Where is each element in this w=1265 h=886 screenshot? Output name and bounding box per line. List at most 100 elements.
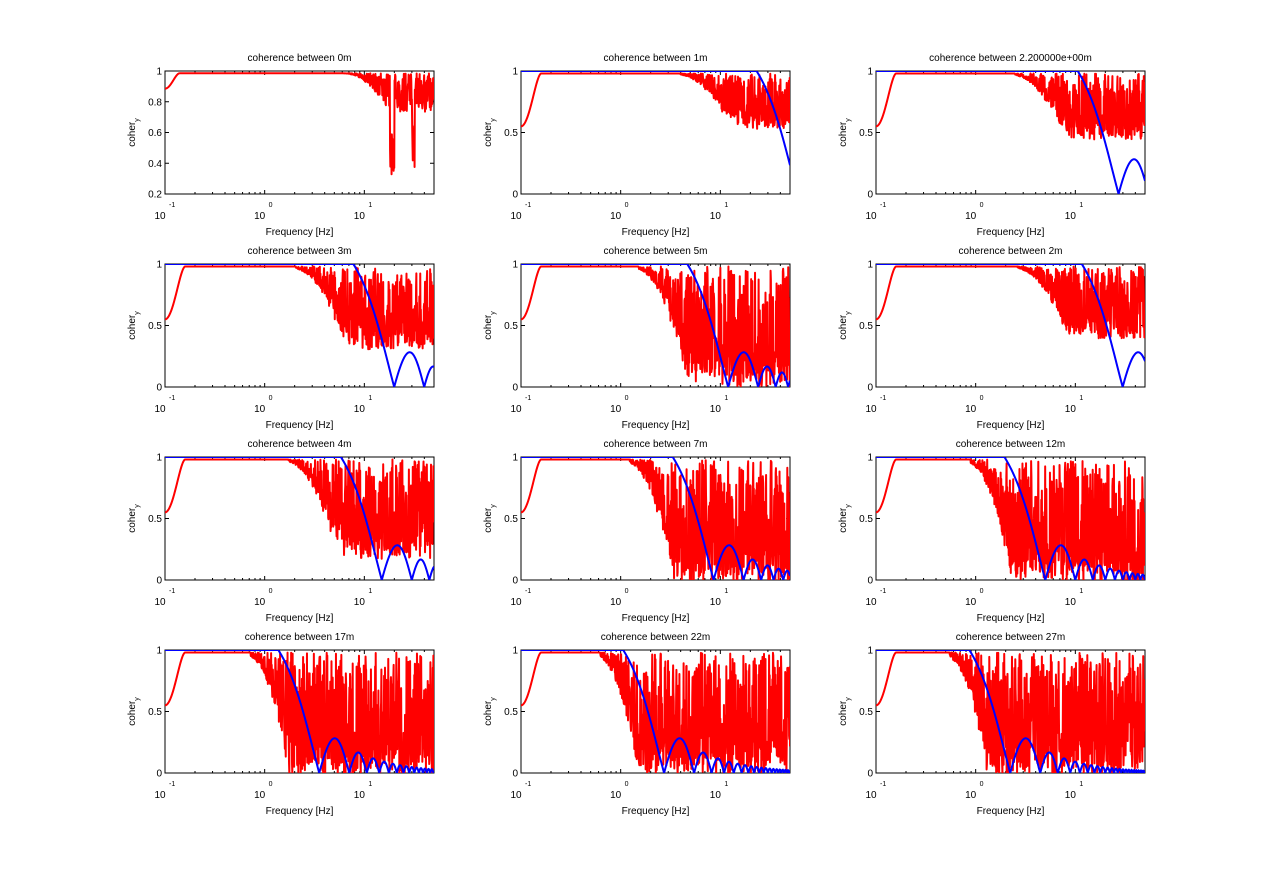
- model-coherence-line: [521, 264, 790, 387]
- x-axis-label: Frequency [Hz]: [622, 613, 690, 624]
- y-axis-label: cohery: [127, 118, 141, 147]
- x-axis-label: Frequency [Hz]: [266, 420, 334, 431]
- x-tick-base: 10: [965, 404, 977, 415]
- x-tick-label: 100: [965, 588, 984, 608]
- x-tick-base: 10: [865, 597, 877, 608]
- y-tick-label: 1: [867, 453, 873, 464]
- subplot-5: coherence between 5m00.5110-1100101Frequ…: [483, 246, 791, 431]
- x-axis-label: Frequency [Hz]: [622, 420, 690, 431]
- y-axis-label-subscript: y: [845, 118, 852, 122]
- measured-coherence-line: [521, 651, 790, 773]
- y-axis-label: cohery: [838, 118, 852, 147]
- y-tick-label: 0.5: [148, 321, 162, 332]
- x-tick-exponent: -1: [880, 588, 886, 595]
- x-tick-label: 101: [1065, 395, 1084, 415]
- x-tick-exponent: 0: [269, 395, 273, 402]
- x-tick-exponent: 1: [368, 202, 372, 209]
- y-axis-label-subscript: y: [490, 697, 497, 701]
- measured-coherence-line: [521, 458, 790, 580]
- y-tick-label: 0: [156, 576, 162, 587]
- x-tick-exponent: 1: [368, 588, 372, 595]
- x-tick-exponent: -1: [880, 202, 886, 209]
- y-tick-label: 0: [867, 576, 873, 587]
- model-coherence-line: [876, 264, 1145, 387]
- x-tick-exponent: -1: [880, 781, 886, 788]
- series-group: [521, 71, 790, 166]
- y-tick-label: 1: [512, 453, 518, 464]
- subplot-title: coherence between 2m: [959, 246, 1063, 257]
- y-tick-label: 0.5: [504, 514, 518, 525]
- x-tick-label: 10-1: [154, 395, 175, 415]
- y-axis-label-subscript: y: [845, 697, 852, 701]
- x-tick-exponent: 1: [1079, 588, 1083, 595]
- y-axis-label-subscript: y: [134, 311, 141, 315]
- y-axis-label-subscript: y: [845, 504, 852, 508]
- y-tick-label: 0.5: [859, 321, 873, 332]
- series-group: [165, 650, 434, 773]
- x-tick-base: 10: [965, 211, 977, 222]
- subplot-title: coherence between 7m: [604, 439, 708, 450]
- x-tick-exponent: -1: [169, 395, 175, 402]
- y-tick-label: 0.5: [859, 514, 873, 525]
- subplot-11: coherence between 22m00.5110-1100101Freq…: [483, 632, 791, 817]
- x-tick-label: 101: [710, 395, 729, 415]
- y-axis-label-subscript: y: [490, 311, 497, 315]
- x-tick-label: 100: [254, 395, 273, 415]
- series-group: [521, 457, 790, 580]
- y-axis-label: cohery: [483, 697, 497, 726]
- x-tick-base: 10: [610, 790, 622, 801]
- x-tick-exponent: 0: [625, 202, 629, 209]
- x-tick-exponent: 1: [724, 202, 728, 209]
- y-tick-label: 1: [512, 67, 518, 78]
- x-tick-base: 10: [254, 211, 266, 222]
- subplot-6: coherence between 2m00.5110-1100101Frequ…: [838, 246, 1146, 431]
- y-tick-label: 1: [867, 260, 873, 271]
- x-tick-label: 10-1: [154, 202, 175, 222]
- subplot-title: coherence between 5m: [604, 246, 708, 257]
- x-tick-exponent: 1: [368, 395, 372, 402]
- x-tick-base: 10: [610, 597, 622, 608]
- y-tick-label: 0.5: [504, 321, 518, 332]
- y-axis-label: cohery: [483, 504, 497, 533]
- x-tick-label: 100: [254, 202, 273, 222]
- y-axis-label-subscript: y: [134, 504, 141, 508]
- y-tick-label: 0: [512, 190, 518, 201]
- y-tick-label: 0.8: [148, 97, 162, 108]
- y-axis-label-subscript: y: [134, 697, 141, 701]
- x-tick-label: 10-1: [865, 395, 886, 415]
- x-tick-label: 101: [1065, 588, 1084, 608]
- subplot-1: coherence between 0m0.20.40.60.8110-1100…: [127, 53, 435, 238]
- x-tick-label: 10-1: [154, 781, 175, 801]
- y-tick-label: 0.4: [148, 159, 162, 170]
- y-axis-label: cohery: [127, 504, 141, 533]
- x-tick-exponent: 0: [980, 588, 984, 595]
- x-tick-label: 100: [610, 202, 629, 222]
- x-tick-base: 10: [354, 211, 366, 222]
- subplot-9: coherence between 12m00.5110-1100101Freq…: [838, 439, 1146, 624]
- y-tick-label: 1: [156, 646, 162, 657]
- model-coherence-line: [165, 264, 434, 387]
- x-tick-exponent: 1: [724, 395, 728, 402]
- x-tick-label: 10-1: [154, 588, 175, 608]
- subplot-4: coherence between 3m00.5110-1100101Frequ…: [127, 246, 435, 431]
- x-tick-label: 101: [354, 781, 373, 801]
- x-tick-exponent: -1: [525, 781, 531, 788]
- x-tick-base: 10: [154, 790, 166, 801]
- x-tick-base: 10: [254, 597, 266, 608]
- subplot-12: coherence between 27m00.5110-1100101Freq…: [838, 632, 1146, 817]
- x-tick-label: 101: [354, 395, 373, 415]
- x-tick-base: 10: [865, 211, 877, 222]
- subplot-10: coherence between 17m00.5110-1100101Freq…: [127, 632, 435, 817]
- y-axis-label: cohery: [838, 504, 852, 533]
- x-tick-label: 101: [1065, 781, 1084, 801]
- x-tick-exponent: -1: [525, 588, 531, 595]
- y-axis-label-subscript: y: [845, 311, 852, 315]
- x-tick-exponent: 0: [980, 781, 984, 788]
- y-tick-label: 1: [156, 67, 162, 78]
- y-axis-label: cohery: [127, 697, 141, 726]
- x-tick-label: 10-1: [510, 202, 531, 222]
- x-tick-base: 10: [254, 404, 266, 415]
- y-tick-label: 0: [512, 769, 518, 780]
- measured-coherence-line: [876, 651, 1145, 773]
